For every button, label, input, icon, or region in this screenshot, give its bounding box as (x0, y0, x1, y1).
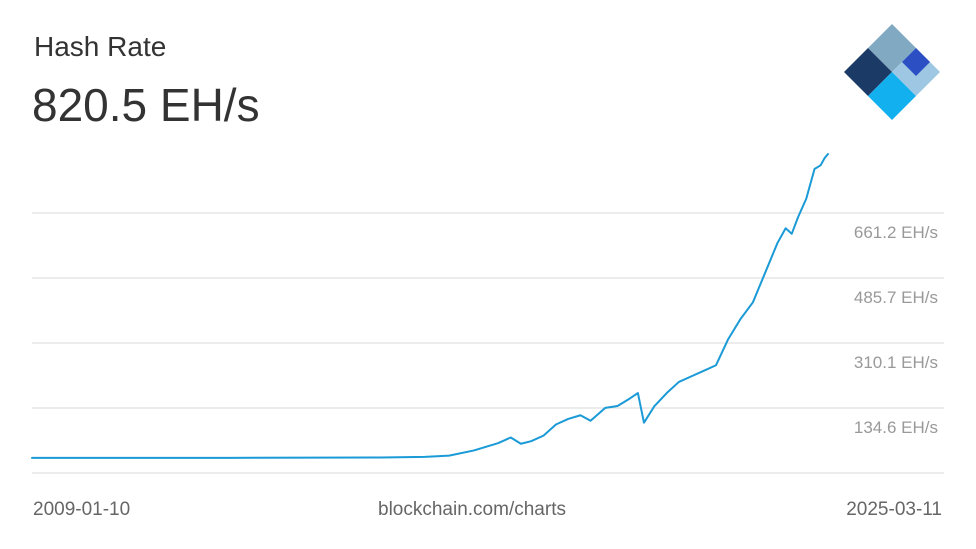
current-value: 820.5 EH/s (32, 79, 260, 131)
blockchain-logo-icon (844, 24, 940, 120)
y-tick-label: 661.2 EH/s (854, 223, 938, 242)
hash-rate-chart: 134.6 EH/s 310.1 EH/s 485.7 EH/s 661.2 EH/s (31, 153, 944, 474)
logo-quadrant-inner (902, 48, 930, 76)
hash-rate-series-line (31, 153, 829, 459)
y-tick-label: 310.1 EH/s (854, 353, 938, 372)
x-start-date: 2009-01-10 (33, 499, 131, 520)
x-end-date: 2025-03-11 (846, 499, 942, 520)
source-label: blockchain.com/charts (378, 499, 566, 520)
chart-title: Hash Rate (34, 31, 167, 62)
y-tick-label: 485.7 EH/s (854, 288, 938, 307)
logo-quadrant-bottom (868, 72, 916, 120)
y-tick-label: 134.6 EH/s (854, 418, 938, 437)
